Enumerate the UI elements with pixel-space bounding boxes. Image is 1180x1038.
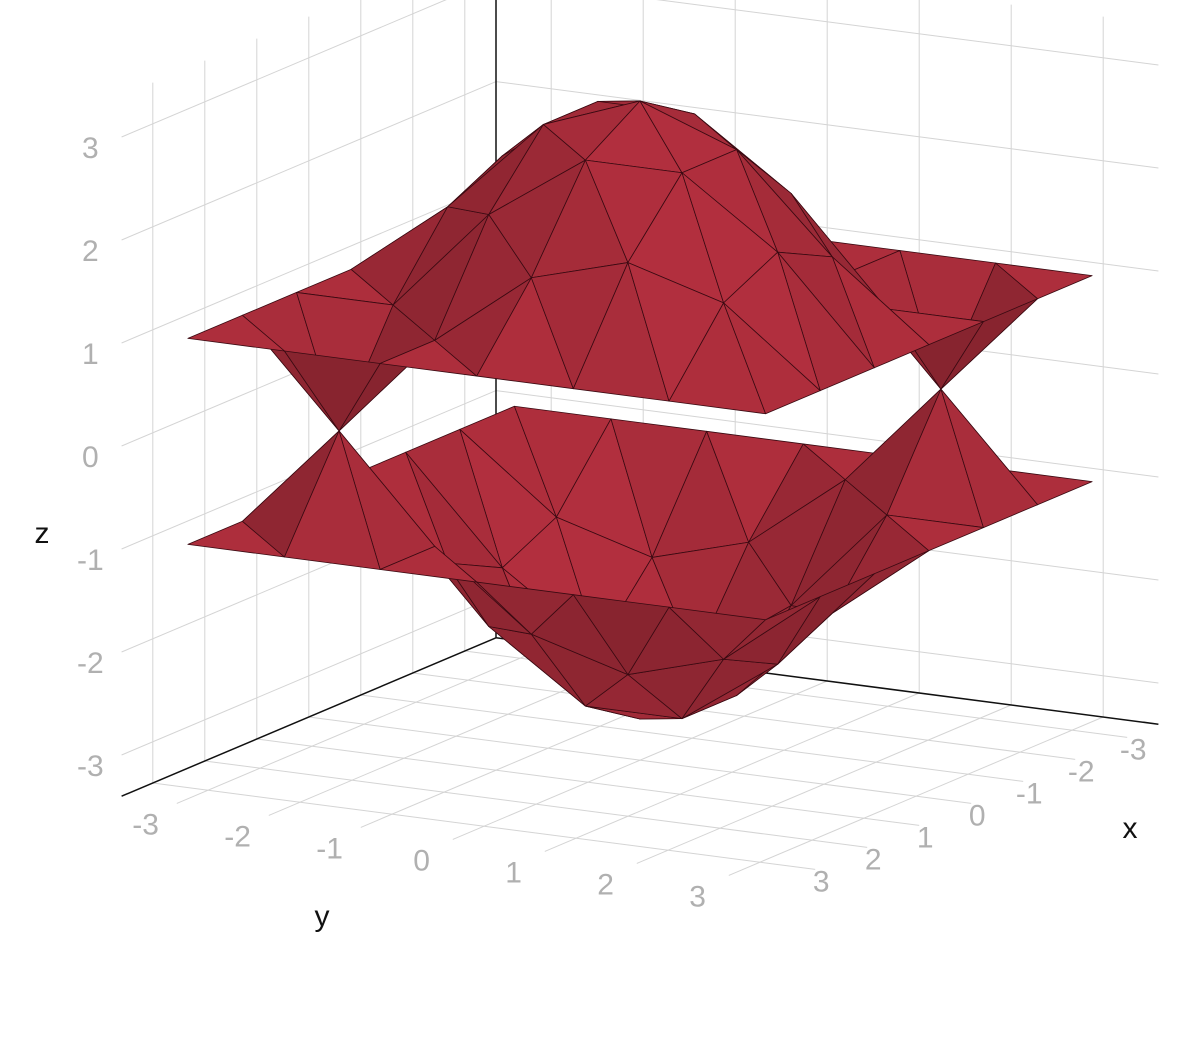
surface-facet	[572, 594, 670, 675]
y-tick-label: -1	[316, 833, 343, 866]
y-tick-label: 1	[505, 857, 522, 890]
x-tick-label: -2	[1068, 755, 1095, 788]
surface-facet	[723, 596, 821, 660]
x-tick-label: 1	[917, 821, 934, 854]
z-tick-label: 0	[82, 441, 99, 474]
axis-line	[121, 637, 497, 797]
grid-line	[728, 716, 1104, 876]
surface-facet	[886, 514, 984, 552]
surface-facet	[723, 302, 821, 415]
grid-line	[495, 390, 1159, 478]
grid-line	[452, 680, 828, 840]
z-tick-label: 1	[82, 338, 99, 371]
grid-line	[121, 81, 497, 241]
x-tick-label: 3	[813, 865, 830, 898]
y-tick-label: 0	[413, 845, 430, 878]
z-tick-label: 3	[82, 132, 99, 165]
y-tick-label: 2	[597, 869, 614, 902]
surface-facet	[284, 430, 381, 570]
y-tick-label: -3	[132, 809, 159, 842]
x-tick-label: -1	[1016, 777, 1043, 810]
x-tick-label: -3	[1120, 733, 1147, 766]
surface-facet	[995, 262, 1093, 300]
z-tick-label: 2	[82, 235, 99, 268]
surface-facet	[940, 388, 1038, 528]
surface-facet	[187, 314, 285, 352]
surface-facet	[777, 573, 875, 665]
x-axis-title: x	[1123, 812, 1138, 845]
surface-facet	[940, 298, 1038, 390]
grid-line	[544, 692, 920, 852]
grid-line	[121, 184, 497, 344]
x-tick-label: 0	[969, 799, 986, 832]
grid-line	[656, 0, 1159, 66]
grid-line	[121, 0, 447, 138]
grid-line	[495, 81, 1159, 169]
surface-facet	[284, 350, 381, 432]
z-axis-title: z	[35, 517, 50, 550]
surface-facet	[476, 581, 574, 635]
z-tick-label: -3	[77, 750, 104, 783]
y-tick-label: -2	[224, 821, 251, 854]
grid-line	[636, 704, 1012, 864]
grid-line	[176, 644, 552, 804]
y-axis-title: y	[315, 900, 330, 933]
x-tick-label: 2	[865, 843, 882, 876]
z-tick-label: -2	[77, 647, 104, 680]
y-tick-label: 3	[689, 881, 706, 914]
surface-facet	[379, 545, 478, 583]
z-tick-label: -1	[77, 544, 104, 577]
grid-line	[121, 596, 497, 756]
